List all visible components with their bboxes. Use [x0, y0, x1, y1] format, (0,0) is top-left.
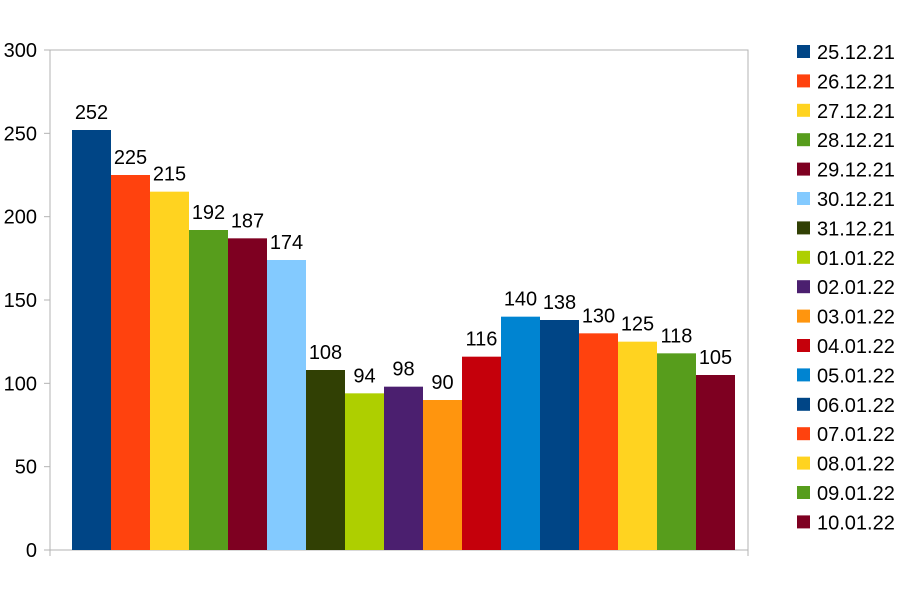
legend-label: 26.12.21 — [817, 71, 895, 93]
bar-09.01.22 — [657, 353, 696, 550]
legend-swatch — [797, 280, 810, 294]
legend-label: 06.01.22 — [817, 395, 895, 417]
bar-06.01.22 — [540, 320, 579, 550]
bar-31.12.21 — [306, 370, 345, 550]
bar-28.12.21 — [189, 230, 228, 550]
data-label: 138 — [543, 292, 576, 314]
legend-swatch — [797, 192, 810, 205]
bar-10.01.22 — [696, 375, 735, 550]
legend-swatch — [797, 339, 810, 352]
data-label: 108 — [309, 342, 342, 364]
legend-label: 10.01.22 — [817, 512, 895, 534]
legend-label: 27.12.21 — [817, 101, 895, 123]
legend-swatch — [797, 397, 810, 411]
legend-swatch — [797, 486, 810, 499]
data-label: 125 — [621, 314, 654, 336]
data-label: 215 — [153, 164, 186, 186]
legend-label: 08.01.22 — [817, 454, 895, 476]
bars — [72, 130, 735, 551]
data-label: 105 — [699, 347, 732, 369]
legend: 25.12.21 26.12.21 27.12.21 28.12.21 29.12.21… — [797, 42, 895, 534]
legend-label: 09.01.22 — [817, 483, 895, 505]
bar-01.01.22 — [345, 393, 384, 550]
legend-label: 05.01.22 — [817, 365, 895, 387]
legend-label: 28.12.21 — [817, 130, 895, 152]
y-tick-label: 50 — [15, 457, 37, 479]
bar-27.12.21 — [150, 191, 189, 550]
y-tick-label: 200 — [4, 207, 37, 229]
legend-swatch — [797, 309, 810, 323]
legend-swatch — [797, 74, 810, 88]
legend-label: 30.12.21 — [817, 189, 895, 211]
data-label: 252 — [75, 102, 108, 124]
legend-swatch — [797, 45, 810, 58]
legend-swatch — [797, 515, 810, 529]
bar-29.12.21 — [228, 238, 267, 551]
legend-swatch — [797, 456, 810, 470]
y-tick-label: 250 — [4, 123, 37, 145]
y-tick-label: 300 — [4, 40, 37, 62]
data-labels: 252 225 215 192 187 174 108 94 98 90 116 140 138 130 1… — [75, 102, 732, 394]
legend-label: 01.01.22 — [817, 248, 895, 270]
data-label: 225 — [114, 147, 147, 169]
bar-03.01.22 — [423, 400, 462, 550]
legend-swatch — [797, 162, 810, 176]
bar-30.12.21 — [267, 260, 306, 550]
legend-label: 02.01.22 — [817, 277, 895, 299]
bar-08.01.22 — [618, 341, 657, 550]
data-label: 118 — [661, 325, 693, 347]
legend-swatch — [797, 221, 810, 235]
data-label: 187 — [231, 210, 264, 232]
legend-label: 29.12.21 — [817, 160, 895, 182]
legend-label: 31.12.21 — [817, 218, 895, 240]
legend-label: 07.01.22 — [817, 424, 895, 446]
bar-25.12.21 — [72, 130, 111, 550]
y-tick-label: 0 — [26, 540, 37, 562]
y-axis: 0 50 100 150 200 250 300 — [4, 40, 749, 562]
data-label: 192 — [192, 202, 225, 224]
legend-swatch — [797, 133, 810, 147]
bar-02.01.22 — [384, 386, 423, 550]
legend-swatch — [797, 103, 810, 117]
bar-04.01.22 — [462, 356, 501, 550]
data-label: 98 — [392, 359, 414, 381]
bar-26.12.21 — [111, 175, 150, 550]
y-tick-label: 100 — [4, 373, 37, 395]
data-label: 90 — [431, 372, 453, 394]
data-label: 130 — [582, 305, 615, 327]
data-label: 174 — [270, 232, 303, 254]
legend-swatch — [797, 250, 810, 264]
y-tick-label: 150 — [4, 290, 37, 312]
legend-label: 25.12.21 — [817, 42, 895, 64]
legend-swatch — [797, 427, 810, 441]
legend-label: 04.01.22 — [817, 336, 895, 358]
bar-05.01.22 — [501, 316, 540, 550]
legend-swatch — [797, 368, 810, 382]
data-label: 116 — [466, 329, 498, 351]
data-label: 94 — [353, 365, 375, 387]
legend-label: 03.01.22 — [817, 307, 895, 329]
data-label: 140 — [504, 289, 537, 311]
bar-07.01.22 — [579, 333, 618, 550]
